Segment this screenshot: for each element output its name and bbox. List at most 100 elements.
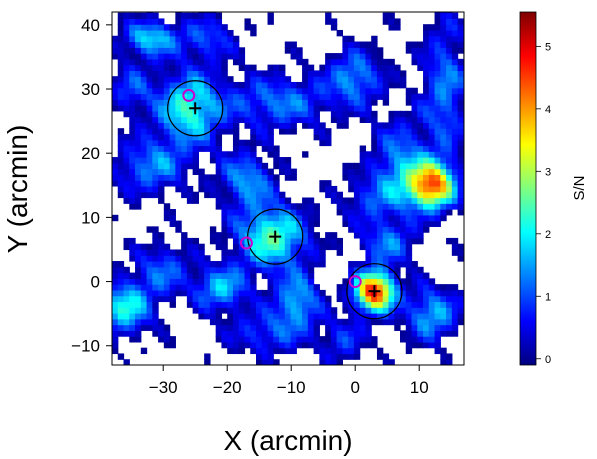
heatmap-cell — [261, 145, 269, 152]
heatmap-cell — [348, 58, 355, 66]
heatmap-cell — [146, 29, 153, 37]
heatmap-cell — [123, 174, 130, 181]
heatmap-cell — [376, 272, 384, 279]
heatmap-cell — [342, 295, 349, 303]
heatmap-cell — [342, 347, 349, 355]
heatmap-cell — [417, 110, 424, 118]
heatmap-cell — [181, 180, 188, 187]
heatmap-cell — [394, 255, 401, 262]
heatmap-cell — [423, 41, 430, 48]
heatmap-cell — [256, 185, 263, 193]
heatmap-cell — [129, 255, 136, 262]
heatmap-cell — [302, 295, 309, 303]
heatmap-cell — [382, 174, 390, 181]
heatmap-cell — [296, 99, 303, 106]
heatmap-cell — [428, 122, 436, 129]
heatmap-cell — [175, 99, 182, 106]
heatmap-cell — [313, 122, 320, 129]
heatmap-cell — [158, 24, 165, 31]
heatmap-cell — [238, 139, 246, 147]
heatmap-cell — [428, 116, 436, 123]
heatmap-cell — [244, 289, 251, 297]
heatmap-cell — [209, 157, 217, 164]
heatmap-cell — [382, 58, 390, 66]
heatmap-cell — [423, 174, 430, 181]
heatmap-cell — [169, 58, 176, 66]
heatmap-cell — [371, 81, 378, 89]
heatmap-cell — [365, 232, 372, 239]
heatmap-cell — [319, 289, 326, 297]
heatmap-cell — [446, 133, 453, 141]
heatmap-cell — [417, 122, 424, 129]
heatmap-cell — [169, 255, 176, 262]
heatmap-cell — [232, 203, 240, 210]
heatmap-cell — [192, 133, 199, 141]
heatmap-cell — [394, 180, 401, 187]
heatmap-cell — [175, 24, 182, 31]
heatmap-cell — [232, 162, 240, 170]
heatmap-cell — [175, 64, 182, 72]
heatmap-cell — [307, 295, 315, 303]
heatmap-cell — [267, 307, 274, 314]
heatmap-cell — [175, 157, 182, 164]
heatmap-cell — [417, 318, 424, 326]
heatmap-cell — [284, 336, 292, 343]
heatmap-cell — [417, 151, 424, 158]
heatmap-cell — [238, 313, 246, 320]
heatmap-cell — [175, 81, 182, 89]
heatmap-cell — [250, 76, 257, 83]
heatmap-cell — [336, 209, 343, 216]
heatmap-cell — [359, 81, 367, 89]
colorbar-tick-label: 5 — [545, 41, 551, 53]
heatmap-cell — [411, 139, 418, 147]
heatmap-cell — [209, 226, 217, 233]
heatmap-cell — [440, 180, 447, 187]
heatmap-cell — [209, 87, 217, 95]
heatmap-cell — [261, 336, 269, 343]
heatmap-cell — [376, 168, 384, 175]
heatmap-cell — [244, 330, 251, 337]
heatmap-cell — [376, 353, 384, 360]
x-axis-title: X (arcmin) — [223, 425, 352, 456]
heatmap-cell — [169, 128, 176, 135]
heatmap-cell — [198, 12, 205, 14]
heatmap-cell — [353, 203, 361, 210]
heatmap-cell — [359, 99, 367, 106]
heatmap-cell — [405, 226, 413, 233]
heatmap-cell — [400, 180, 407, 187]
heatmap-cell — [261, 105, 269, 112]
heatmap-cell — [221, 151, 228, 158]
heatmap-cell — [169, 99, 176, 106]
colorbar-tick-label: 4 — [545, 104, 551, 116]
heatmap-cell — [307, 226, 315, 233]
heatmap-cell — [446, 197, 453, 204]
heatmap-cell — [250, 237, 257, 245]
heatmap-cell — [158, 232, 165, 239]
heatmap-cell — [163, 324, 171, 331]
heatmap-cell — [440, 359, 447, 365]
heatmap-cell — [129, 81, 136, 89]
heatmap-cell — [388, 295, 395, 303]
heatmap-cell — [169, 336, 176, 343]
heatmap-cell — [428, 105, 436, 112]
heatmap-cell — [330, 341, 338, 349]
heatmap-cell — [440, 122, 447, 129]
heatmap-cell — [250, 307, 257, 314]
heatmap-cell — [129, 197, 136, 204]
heatmap-cell — [186, 261, 194, 268]
heatmap-cell — [158, 174, 165, 181]
heatmap-cell — [146, 151, 153, 158]
heatmap-cell — [400, 313, 407, 320]
heatmap-cell — [112, 76, 119, 83]
heatmap-cell — [198, 24, 205, 31]
heatmap-cell — [117, 41, 125, 48]
heatmap-cell — [388, 12, 395, 20]
heatmap-cell — [192, 76, 199, 83]
heatmap-cell — [446, 307, 453, 314]
heatmap-cell — [342, 110, 349, 118]
heatmap-cell — [405, 122, 413, 129]
heatmap-cell — [388, 226, 395, 233]
heatmap-cell — [261, 70, 269, 77]
heatmap-cell — [163, 278, 171, 285]
heatmap-cell — [273, 203, 280, 210]
